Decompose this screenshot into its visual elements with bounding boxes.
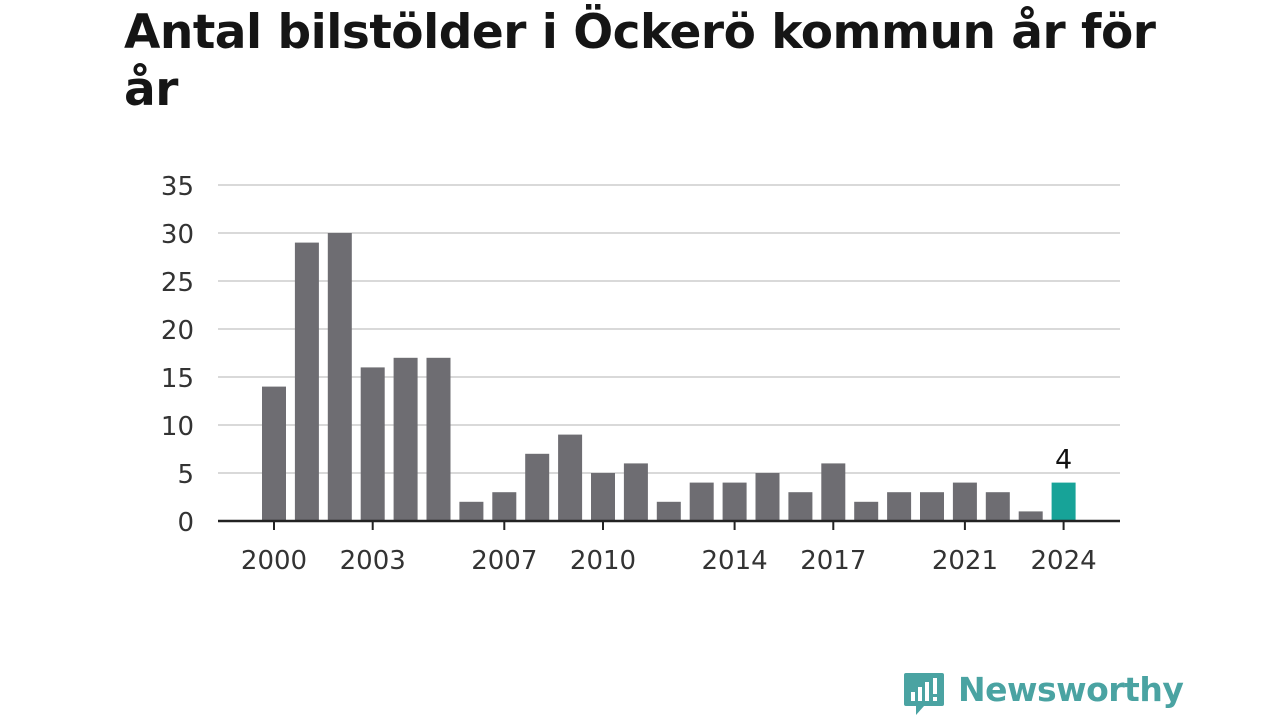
bar-2002 [327,233,352,521]
y-tick-label: 25 [161,268,194,298]
brand-name: Newsworthy [958,670,1184,709]
y-tick-label: 5 [177,460,194,490]
y-tick-label: 15 [161,364,194,394]
bar-2014 [722,482,747,521]
newsworthy-logo: Newsworthy [902,670,1184,720]
y-tick-label: 10 [161,412,194,442]
bar-2022 [985,492,1010,521]
bar-2011 [623,463,648,521]
bar-2005 [426,357,451,521]
y-axis-labels: 0 5 10 15 20 25 30 35 [161,172,194,538]
bar-2021 [952,482,977,521]
bar-2015 [755,473,780,521]
bars [262,233,1076,521]
bar-2000 [262,386,286,521]
bar-2016 [788,492,813,521]
bar-2024 [1051,482,1076,521]
x-tick-label: 2003 [340,546,406,576]
y-tick-label: 20 [161,316,194,346]
y-tick-label: 35 [161,172,194,202]
bar-2019 [887,492,912,521]
x-tick-label: 2007 [471,546,537,576]
bar-2008 [525,453,550,521]
gridlines [218,184,1120,474]
x-axis: 2000 2003 2007 2010 2014 2017 2021 2024 [218,519,1120,576]
bar-2003 [360,367,385,521]
x-tick-label: 2014 [702,546,768,576]
y-tick-label: 30 [161,220,194,250]
bar-2012 [656,501,681,521]
x-tick-label: 2017 [800,546,866,576]
bar-2004 [393,357,418,521]
x-tick-label: 2010 [570,546,636,576]
y-tick-label: 0 [177,508,194,538]
bar-2007 [492,492,517,521]
x-tick-label: 2000 [241,546,307,576]
bar-2001 [294,242,319,521]
highlight-value-label: 4 [1055,445,1072,476]
newsworthy-logo-icon [904,673,944,715]
bar-2023 [1018,511,1043,521]
bar-2020 [920,492,944,521]
annotations: 4 [1055,445,1072,476]
bar-2018 [854,501,879,521]
bar-2017 [821,463,846,521]
bar-2006 [459,501,484,521]
bar-2013 [689,482,714,521]
x-tick-label: 2021 [932,546,998,576]
chart-title: Antal bilstölder i Öckerö kommun år för … [124,5,1156,117]
bar-2009 [558,434,583,521]
bar-2010 [591,473,615,521]
x-tick-label: 2024 [1031,546,1097,576]
